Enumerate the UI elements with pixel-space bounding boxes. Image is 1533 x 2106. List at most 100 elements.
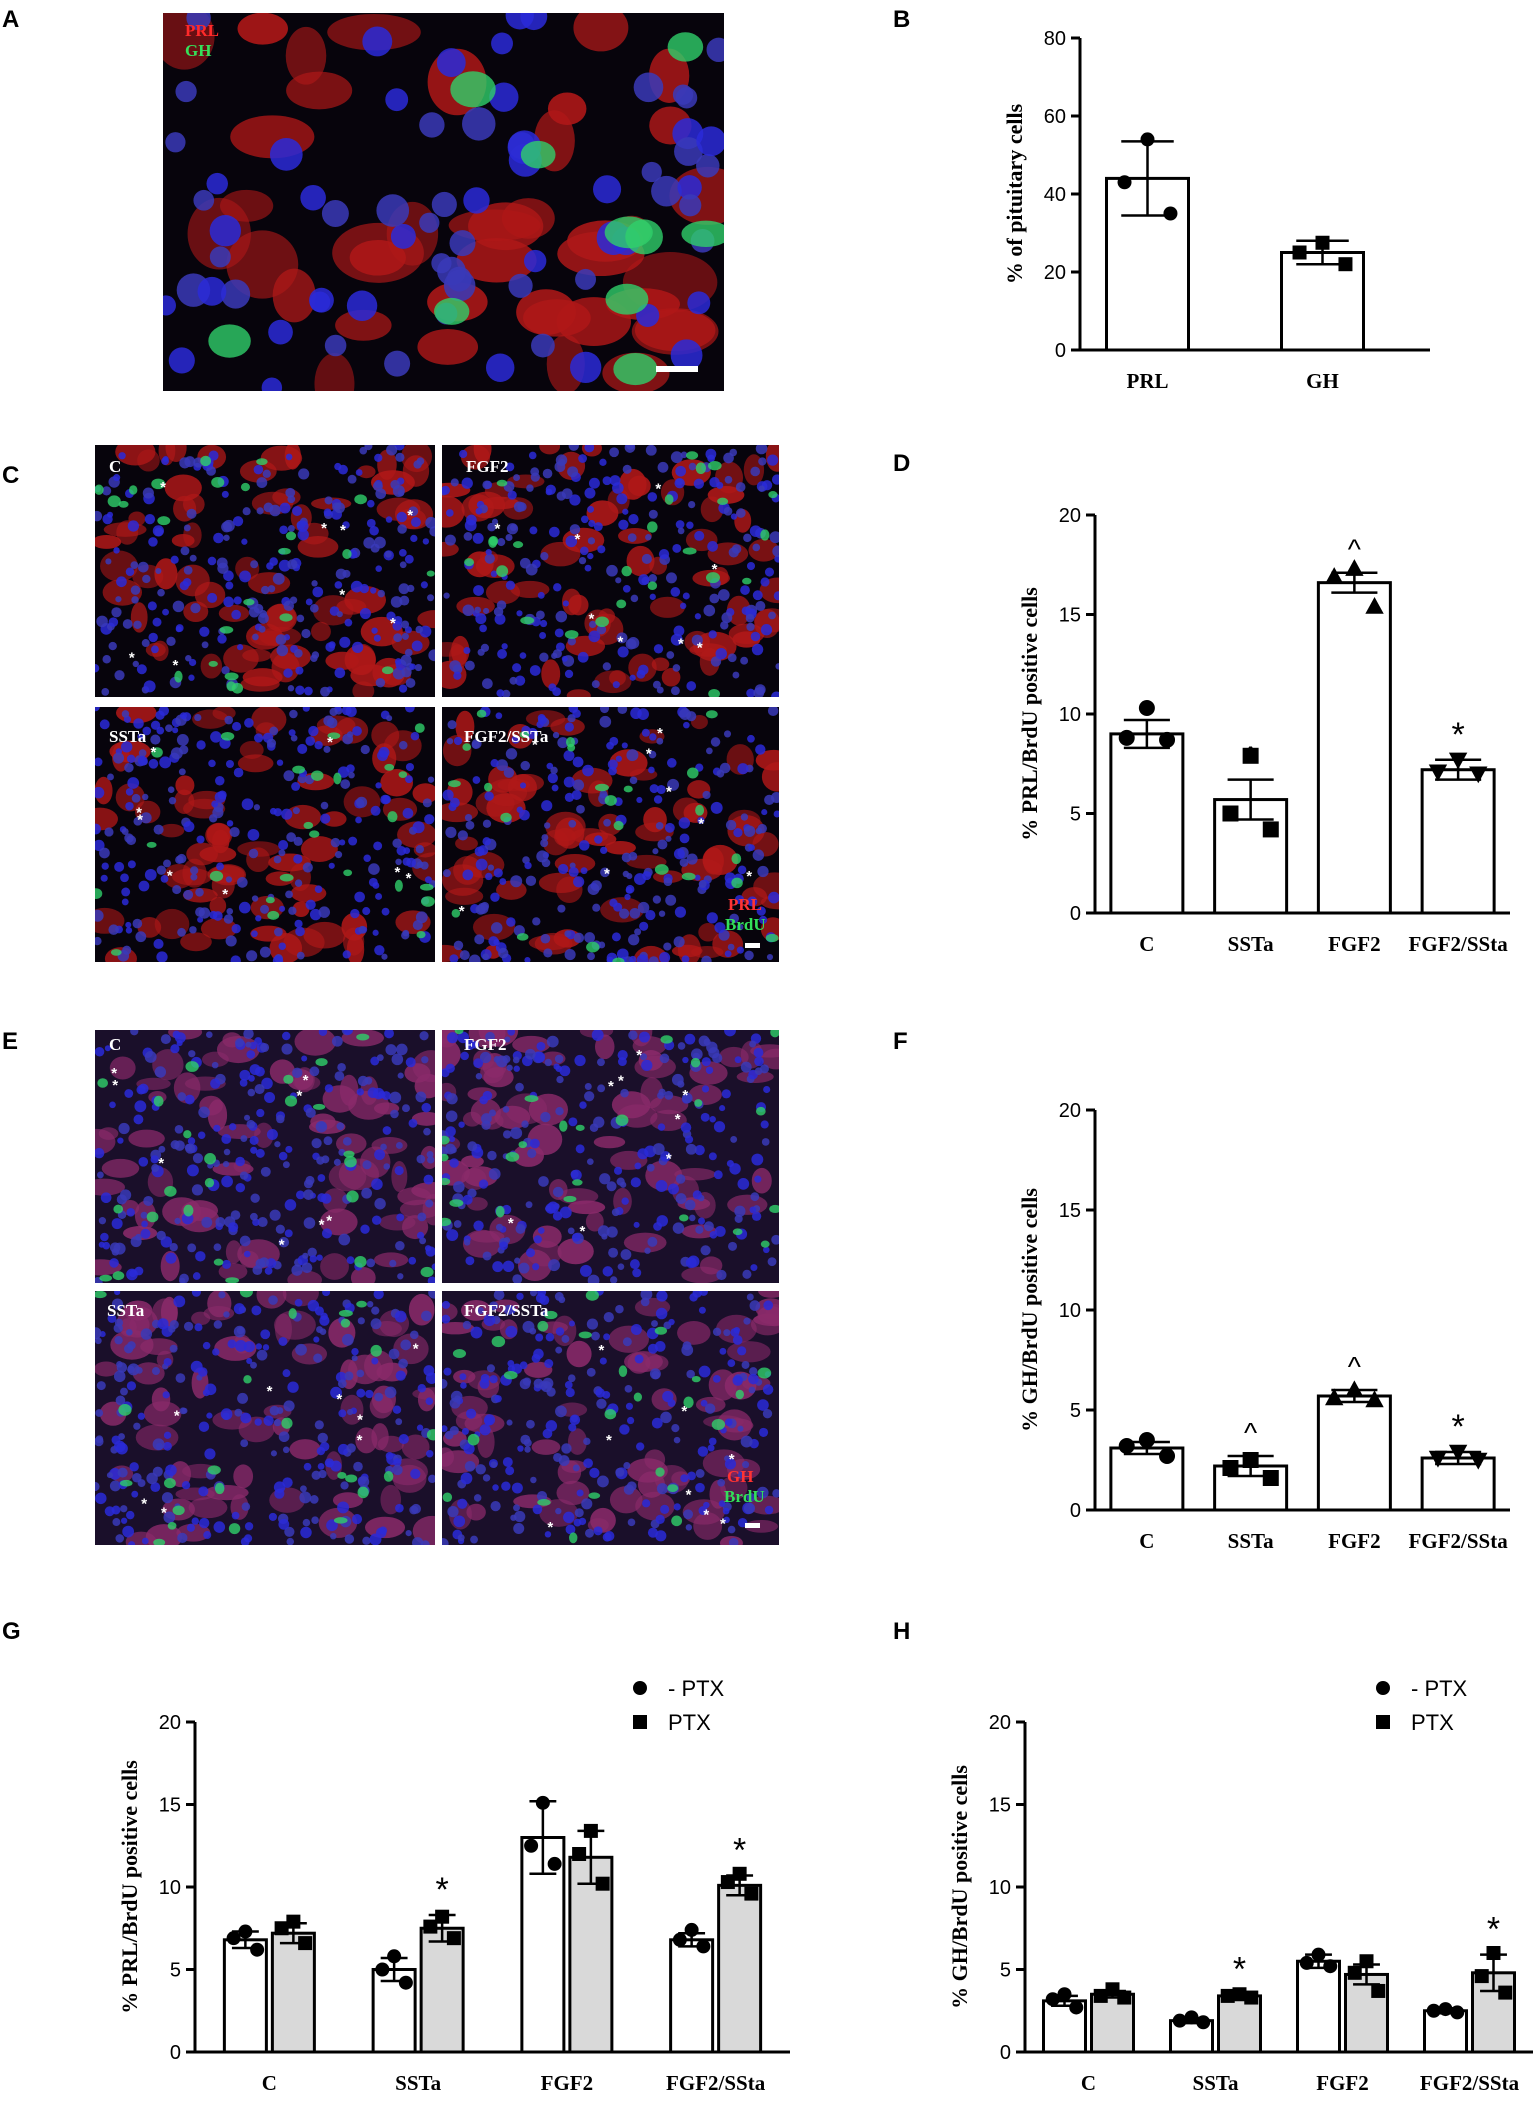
- micrograph-a-cells: [163, 13, 724, 391]
- legend-label: - PTX: [1411, 1676, 1468, 1701]
- legend-label: PTX: [668, 1710, 711, 1735]
- data-point: [547, 1856, 562, 1871]
- significance-marker: *: [1452, 716, 1465, 754]
- bar: [1420, 1456, 1496, 1512]
- x-tick-label: C: [1139, 932, 1154, 956]
- asterisk-marker: *: [111, 1065, 117, 1082]
- x-tick-label: SSTa: [1228, 1529, 1274, 1553]
- asterisk-marker: *: [336, 1391, 342, 1408]
- data-point: [1371, 1983, 1386, 1998]
- asterisk-marker: *: [339, 586, 345, 603]
- subpanel-label: FGF2: [464, 1035, 507, 1054]
- y-tick-label: 10: [989, 1877, 1011, 1899]
- micrograph-e-control: * * * * * * * * C: [95, 1030, 435, 1283]
- bar: [1316, 581, 1392, 915]
- significance-marker: *: [1452, 1408, 1465, 1446]
- data-point: [1242, 1452, 1259, 1468]
- bar: [1109, 732, 1185, 915]
- asterisk-marker: *: [712, 561, 718, 578]
- micrograph-e-fgf2-ssta-cells: * * * * * * * *: [442, 1291, 779, 1545]
- data-point: [1093, 1988, 1108, 2003]
- y-tick-label: 10: [1059, 704, 1081, 726]
- asterisk-marker: *: [580, 1223, 586, 1240]
- data-point: [633, 1681, 647, 1695]
- data-point: [1244, 1990, 1259, 2005]
- asterisk-marker: *: [636, 1047, 642, 1064]
- asterisk-marker: *: [390, 615, 396, 632]
- data-point: [1159, 731, 1176, 748]
- data-point: [1376, 1681, 1390, 1695]
- bar: [1296, 1959, 1341, 2054]
- data-point: [1242, 747, 1259, 764]
- scale-bar: [656, 366, 698, 372]
- y-tick-label: 20: [1059, 1100, 1081, 1122]
- x-tick-label: FGF2: [1328, 1529, 1381, 1553]
- chart-g: 0 5 10 15 20 % PRL/BrdU positive cells C SSTa FG…: [90, 1676, 790, 2101]
- asterisk-marker: *: [151, 744, 157, 761]
- asterisk-marker: *: [174, 1408, 180, 1425]
- data-point: [1338, 257, 1353, 272]
- data-point: [1450, 2005, 1465, 2020]
- data-point: [387, 1949, 402, 1964]
- significance-marker: ^: [1348, 534, 1361, 565]
- y-tick-label: 0: [1000, 2042, 1011, 2064]
- y-tick-label: 10: [1059, 1300, 1081, 1322]
- y-tick-label: 0: [1070, 1500, 1081, 1522]
- asterisk-marker: *: [141, 1496, 147, 1513]
- chart-d: 0 5 10 15 20 % PRL/BrdU positive cells C SSTa FG…: [990, 495, 1510, 956]
- bar: [717, 1883, 763, 2054]
- asterisk-marker: *: [158, 1155, 164, 1172]
- panel-letter-a: A: [2, 6, 20, 33]
- stain-label-prl: PRL: [185, 21, 219, 40]
- data-point: [696, 1939, 711, 1954]
- data-point: [572, 1847, 587, 1861]
- asterisk-marker: *: [222, 886, 228, 903]
- asterisk-marker: *: [160, 479, 166, 496]
- data-point: [435, 1909, 450, 1924]
- subpanel-label: SSTa: [107, 1301, 145, 1320]
- panel-letter-d: D: [893, 450, 911, 477]
- y-tick-label: 15: [1059, 605, 1081, 627]
- chart-d-svg: 0 5 10 15 20 % PRL/BrdU positive cells C SSTa FG…: [1017, 505, 1510, 956]
- chart-f-svg: 0 5 10 15 20 % GH/BrdU positive cells C SSTa FGF…: [1017, 1100, 1510, 1553]
- data-point: [1426, 2003, 1441, 2018]
- micrograph-c-fgf2-ssta-cells: * * * * * * * *: [442, 707, 779, 962]
- asterisk-marker: *: [666, 784, 672, 801]
- y-tick-label: 15: [1059, 1200, 1081, 1222]
- data-point: [720, 1875, 735, 1890]
- x-tick-label: FGF2: [1328, 932, 1381, 956]
- micrograph-e-ssta-cells: * * * * * * * *: [95, 1291, 435, 1545]
- panel-letter-b: B: [893, 6, 911, 33]
- y-axis-label: % of pituitary cells: [1002, 103, 1027, 284]
- y-tick-label: 20: [1059, 505, 1081, 527]
- data-point: [535, 1795, 550, 1810]
- asterisk-marker: *: [303, 1072, 309, 1089]
- stain-label-gh: GH: [727, 1467, 754, 1486]
- chart-f: 0 5 10 15 20 % GH/BrdU positive cells C SSTa FGF…: [990, 1098, 1510, 1553]
- x-tick-label: PRL: [1127, 369, 1169, 393]
- data-point: [1345, 559, 1364, 576]
- data-point: [1262, 1470, 1279, 1486]
- asterisk-marker: *: [357, 1432, 363, 1449]
- micrograph-e-fgf2-cells: ********: [442, 1030, 779, 1283]
- asterisk-marker: *: [494, 520, 500, 537]
- data-point: [1057, 1987, 1072, 2002]
- x-tick-label: SSTa: [1228, 932, 1274, 956]
- stain-label-prl: PRL: [728, 895, 762, 914]
- data-point: [1184, 2010, 1199, 2025]
- asterisk-marker: *: [657, 725, 663, 742]
- x-tick-label: C: [1081, 2071, 1096, 2095]
- asterisk-marker: *: [129, 649, 135, 666]
- asterisk-marker: *: [357, 1412, 363, 1429]
- chart-g-svg: 0 5 10 15 20 % PRL/BrdU positive cells C SSTa FG…: [117, 1676, 790, 2095]
- bar: [222, 1938, 268, 2054]
- asterisk-marker: *: [407, 507, 413, 524]
- bar: [669, 1938, 715, 2054]
- data-point: [1347, 1965, 1362, 1980]
- asterisk-marker: *: [574, 531, 580, 548]
- x-tick-label: SSTa: [1193, 2071, 1239, 2095]
- y-tick-label: 0: [1055, 340, 1066, 362]
- error-bar: [1123, 718, 1170, 750]
- x-tick-label: FGF2/SSta: [1409, 1529, 1509, 1553]
- micrograph-c-control: * * * * * * * * C: [95, 445, 435, 697]
